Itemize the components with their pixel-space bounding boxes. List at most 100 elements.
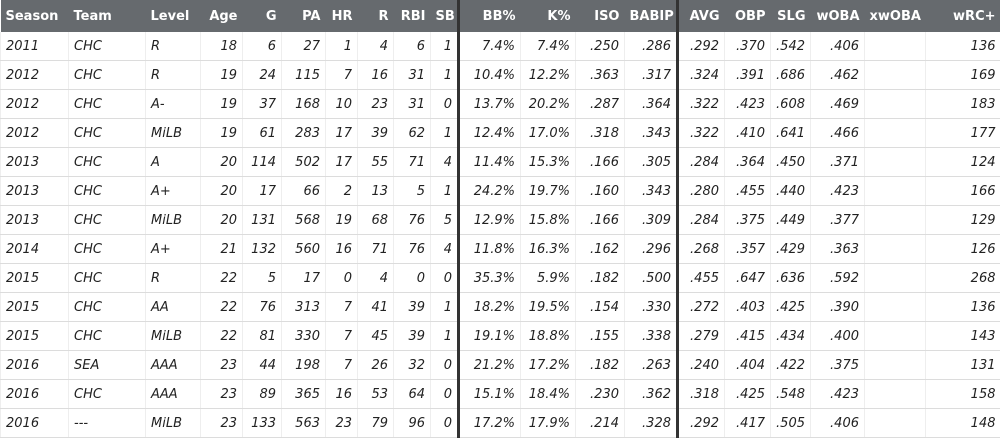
column-header: BABIP [625, 0, 678, 32]
table-cell: 18 [201, 32, 243, 61]
table-cell: 313 [282, 293, 326, 322]
table-cell: 2016 [1, 409, 69, 438]
table-cell: 61 [243, 119, 282, 148]
table-cell: .466 [811, 119, 865, 148]
table-cell: .469 [811, 90, 865, 119]
table-cell: R [146, 61, 201, 90]
table-cell: 1 [431, 322, 459, 351]
table-cell: .423 [811, 380, 865, 409]
table-cell: .322 [678, 90, 725, 119]
table-cell: 1 [431, 119, 459, 148]
table-cell: 131 [926, 351, 1000, 380]
table-cell: .363 [811, 235, 865, 264]
table-cell: 18.8% [521, 322, 576, 351]
table-cell: 2014 [1, 235, 69, 264]
table-cell: 21 [201, 235, 243, 264]
table-cell: 129 [926, 206, 1000, 235]
table-cell: .357 [725, 235, 771, 264]
table-cell: .324 [678, 61, 725, 90]
table-cell: --- [69, 409, 146, 438]
table-cell: .548 [771, 380, 811, 409]
table-cell [865, 148, 926, 177]
table-cell: 55 [358, 148, 394, 177]
table-cell: 39 [358, 119, 394, 148]
table-cell: 76 [394, 235, 431, 264]
table-cell: 18.4% [521, 380, 576, 409]
table-cell: 7.4% [521, 32, 576, 61]
table-cell: 0 [431, 264, 459, 293]
column-header: xwOBA [865, 0, 926, 32]
table-cell: .390 [811, 293, 865, 322]
column-header: Season [1, 0, 69, 32]
table-cell: 31 [394, 90, 431, 119]
table-cell: 31 [394, 61, 431, 90]
table-cell: 0 [431, 351, 459, 380]
table-cell: 2012 [1, 90, 69, 119]
table-cell: 12.2% [521, 61, 576, 90]
table-cell: 11.8% [459, 235, 521, 264]
table-cell: 24.2% [459, 177, 521, 206]
table-cell: .296 [625, 235, 678, 264]
table-cell: SEA [69, 351, 146, 380]
column-header: ISO [576, 0, 625, 32]
table-cell: .162 [576, 235, 625, 264]
table-cell: .279 [678, 322, 725, 351]
table-cell: 19 [201, 119, 243, 148]
table-cell: CHC [69, 177, 146, 206]
table-cell: .370 [725, 32, 771, 61]
table-cell: 66 [282, 177, 326, 206]
table-cell: 2011 [1, 32, 69, 61]
table-cell: 169 [926, 61, 1000, 90]
table-cell: CHC [69, 61, 146, 90]
table-cell: 2015 [1, 264, 69, 293]
table-cell: 5 [394, 177, 431, 206]
table-cell: .263 [625, 351, 678, 380]
table-cell: 15.3% [521, 148, 576, 177]
table-cell: 10.4% [459, 61, 521, 90]
table-cell: 2012 [1, 119, 69, 148]
table-cell: CHC [69, 380, 146, 409]
table-cell: 16 [326, 235, 358, 264]
table-cell: 502 [282, 148, 326, 177]
column-header: PA [282, 0, 326, 32]
table-cell: 45 [358, 322, 394, 351]
table-cell: .505 [771, 409, 811, 438]
table-cell: CHC [69, 32, 146, 61]
table-cell: .364 [725, 148, 771, 177]
table-cell: 44 [243, 351, 282, 380]
table-cell: 89 [243, 380, 282, 409]
table-cell: 330 [282, 322, 326, 351]
column-header: wOBA [811, 0, 865, 32]
table-cell: 23 [201, 351, 243, 380]
table-cell: 20 [201, 206, 243, 235]
table-cell: .272 [678, 293, 725, 322]
table-cell: .400 [811, 322, 865, 351]
table-cell: 22 [201, 293, 243, 322]
table-cell: CHC [69, 322, 146, 351]
table-cell: .406 [811, 32, 865, 61]
table-cell: 62 [394, 119, 431, 148]
table-cell: 7.4% [459, 32, 521, 61]
table-cell: 7 [326, 351, 358, 380]
table-cell: 26 [358, 351, 394, 380]
table-cell: .287 [576, 90, 625, 119]
table-cell: .318 [678, 380, 725, 409]
table-cell: .375 [725, 206, 771, 235]
table-cell: 166 [926, 177, 1000, 206]
table-cell: 2 [326, 177, 358, 206]
table-cell: 168 [282, 90, 326, 119]
table-cell: 10 [326, 90, 358, 119]
table-cell [865, 206, 926, 235]
table-cell: 12.9% [459, 206, 521, 235]
table-cell: .542 [771, 32, 811, 61]
table-cell: AAA [146, 351, 201, 380]
table-cell: 4 [358, 32, 394, 61]
table-cell: 198 [282, 351, 326, 380]
